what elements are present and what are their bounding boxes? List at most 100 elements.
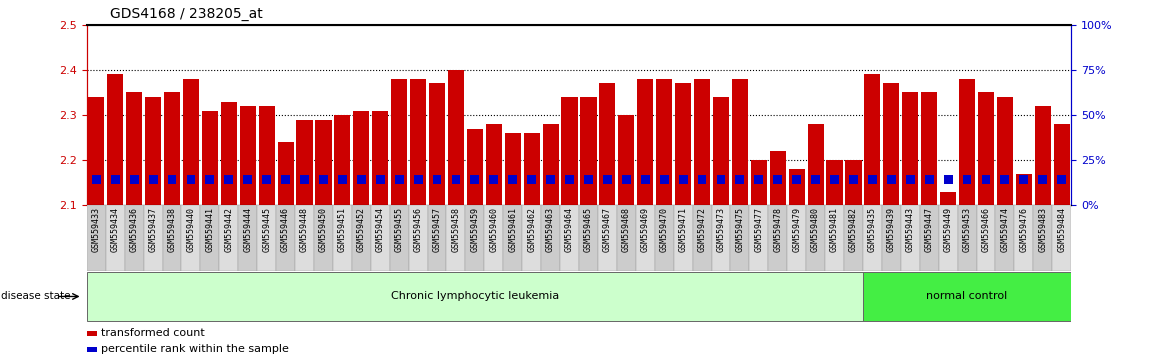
- Bar: [240, 106, 256, 205]
- Bar: [258, 106, 274, 205]
- Bar: [713, 97, 730, 205]
- Bar: [958, 205, 976, 271]
- Bar: [675, 84, 691, 205]
- Bar: [830, 175, 838, 184]
- Bar: [863, 272, 1071, 321]
- Bar: [87, 272, 863, 321]
- Bar: [906, 175, 915, 184]
- Text: GSM559433: GSM559433: [91, 207, 101, 252]
- Text: GSM559458: GSM559458: [452, 207, 461, 252]
- Bar: [376, 175, 384, 184]
- Bar: [508, 175, 518, 184]
- Bar: [694, 79, 710, 205]
- Text: GSM559443: GSM559443: [906, 207, 915, 252]
- Bar: [977, 92, 994, 205]
- Bar: [692, 205, 711, 271]
- Bar: [1001, 175, 1010, 184]
- Text: GSM559447: GSM559447: [925, 207, 933, 252]
- Bar: [982, 175, 990, 184]
- Bar: [902, 92, 918, 205]
- Bar: [490, 175, 498, 184]
- Bar: [315, 120, 331, 205]
- Text: GSM559436: GSM559436: [130, 207, 139, 252]
- Bar: [433, 175, 441, 184]
- Bar: [962, 175, 972, 184]
- Text: GSM559459: GSM559459: [470, 207, 479, 252]
- Bar: [276, 205, 295, 271]
- Bar: [357, 175, 366, 184]
- Bar: [600, 84, 615, 205]
- Bar: [565, 175, 574, 184]
- Bar: [243, 175, 252, 184]
- Bar: [774, 175, 782, 184]
- Bar: [812, 175, 820, 184]
- Bar: [428, 84, 445, 205]
- Bar: [335, 115, 351, 205]
- Bar: [522, 205, 541, 271]
- Bar: [827, 160, 843, 205]
- Text: GSM559472: GSM559472: [697, 207, 706, 252]
- Bar: [1053, 205, 1071, 271]
- Bar: [353, 110, 369, 205]
- Bar: [884, 84, 900, 205]
- Text: GSM559439: GSM559439: [887, 207, 896, 252]
- Bar: [1014, 205, 1033, 271]
- Text: GSM559473: GSM559473: [717, 207, 725, 252]
- Text: percentile rank within the sample: percentile rank within the sample: [101, 344, 290, 354]
- Bar: [636, 205, 654, 271]
- Bar: [239, 205, 257, 271]
- Bar: [87, 331, 97, 336]
- Bar: [584, 175, 593, 184]
- Bar: [1035, 106, 1050, 205]
- Bar: [560, 205, 579, 271]
- Text: transformed count: transformed count: [101, 328, 205, 338]
- Text: GSM559455: GSM559455: [395, 207, 404, 252]
- Text: GSM559484: GSM559484: [1057, 207, 1067, 252]
- Text: GSM559467: GSM559467: [603, 207, 611, 252]
- Text: GSM559476: GSM559476: [1019, 207, 1028, 252]
- Bar: [1033, 205, 1053, 271]
- Bar: [717, 175, 725, 184]
- Bar: [996, 205, 1014, 271]
- Text: GSM559442: GSM559442: [225, 207, 233, 252]
- Bar: [88, 97, 104, 205]
- Bar: [939, 205, 958, 271]
- Bar: [372, 110, 388, 205]
- Text: GSM559474: GSM559474: [1001, 207, 1010, 252]
- Bar: [845, 160, 862, 205]
- Bar: [944, 175, 953, 184]
- Text: GSM559482: GSM559482: [849, 207, 858, 252]
- Text: disease state: disease state: [1, 291, 71, 302]
- Bar: [164, 92, 181, 205]
- Bar: [485, 124, 501, 205]
- Bar: [617, 205, 636, 271]
- Bar: [527, 175, 536, 184]
- Text: GSM559466: GSM559466: [982, 207, 990, 252]
- Bar: [735, 175, 745, 184]
- Bar: [314, 205, 334, 271]
- Bar: [541, 205, 560, 271]
- Bar: [466, 205, 484, 271]
- Bar: [864, 74, 880, 205]
- Bar: [807, 124, 823, 205]
- Bar: [410, 79, 426, 205]
- Text: GSM559463: GSM559463: [547, 207, 555, 252]
- Bar: [787, 205, 806, 271]
- Text: GSM559435: GSM559435: [867, 207, 877, 252]
- Bar: [925, 175, 933, 184]
- Bar: [352, 205, 371, 271]
- Text: GSM559453: GSM559453: [962, 207, 972, 252]
- Bar: [887, 175, 896, 184]
- Bar: [505, 133, 521, 205]
- Text: GSM559445: GSM559445: [262, 207, 271, 252]
- Bar: [182, 205, 200, 271]
- Bar: [504, 205, 522, 271]
- Bar: [824, 205, 844, 271]
- Bar: [901, 205, 919, 271]
- Bar: [257, 205, 276, 271]
- Bar: [87, 347, 97, 353]
- Text: GSM559462: GSM559462: [527, 207, 536, 252]
- Bar: [295, 205, 314, 271]
- Text: GSM559438: GSM559438: [168, 207, 176, 252]
- Bar: [868, 175, 877, 184]
